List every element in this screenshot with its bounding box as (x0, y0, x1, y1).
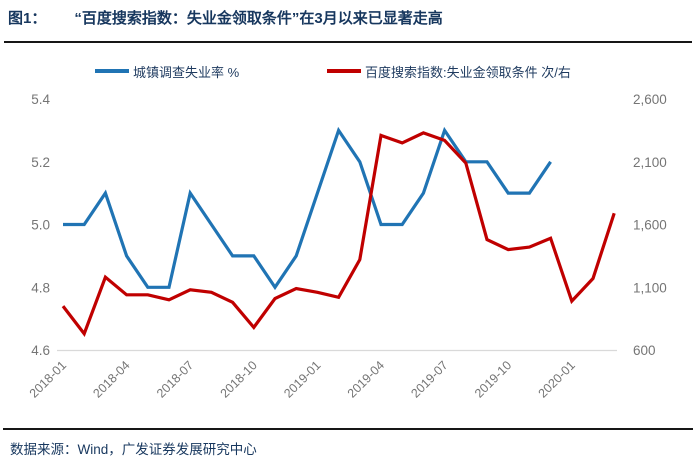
y-axis-tick-right: 1,600 (633, 218, 667, 233)
y-axis-tick-right: 2,600 (633, 92, 667, 107)
x-axis-tick: 2019-04 (345, 358, 387, 400)
legend-item-unemployment-rate: 城镇调查失业率 % (95, 62, 239, 80)
blue-line-swatch-icon (95, 69, 129, 73)
x-axis-tick: 2019-01 (281, 358, 323, 400)
legend-label-baidu-index: 百度搜索指数:失业金领取条件 次/右 (365, 64, 571, 80)
x-axis-tick: 2020-01 (536, 358, 578, 400)
figure-number: 图1： (8, 10, 47, 27)
x-axis-tick: 2019-07 (408, 358, 450, 400)
x-axis-tick: 2019-10 (472, 358, 514, 400)
y-axis-tick-right: 2,100 (633, 155, 667, 170)
y-axis-tick-right: 600 (633, 343, 656, 358)
figure-title-text: “百度搜索指数：失业金领取条件”在3月以来已显著走高 (74, 10, 443, 27)
y-axis-tick-left: 5.4 (31, 92, 50, 107)
y-axis-tick-left: 5.2 (31, 155, 50, 170)
x-axis-tick: 2018-01 (27, 358, 69, 400)
y-axis-tick-left: 4.6 (31, 343, 50, 358)
y-axis-tick-right: 1,100 (633, 280, 667, 295)
x-axis-tick: 2018-07 (154, 358, 196, 400)
title-divider (4, 41, 692, 43)
figure-title: 图1： “百度搜索指数：失业金领取条件”在3月以来已显著走高 (8, 7, 688, 28)
x-axis-tick: 2018-10 (218, 358, 260, 400)
baidu-index-line (61, 131, 616, 337)
footer-divider (3, 428, 693, 430)
legend-item-baidu-index: 百度搜索指数:失业金领取条件 次/右 (327, 62, 571, 80)
y-axis-tick-left: 4.8 (31, 280, 50, 295)
legend-label-unemployment-rate: 城镇调查失业率 % (133, 64, 240, 80)
red-line-swatch-icon (327, 69, 361, 73)
x-axis-tick: 2018-04 (90, 358, 132, 400)
y-axis-tick-left: 5.0 (31, 218, 50, 233)
unemployment-rate-line (63, 126, 552, 291)
data-source-note: 数据来源：Wind，广发证券发展研究中心 (10, 442, 257, 457)
